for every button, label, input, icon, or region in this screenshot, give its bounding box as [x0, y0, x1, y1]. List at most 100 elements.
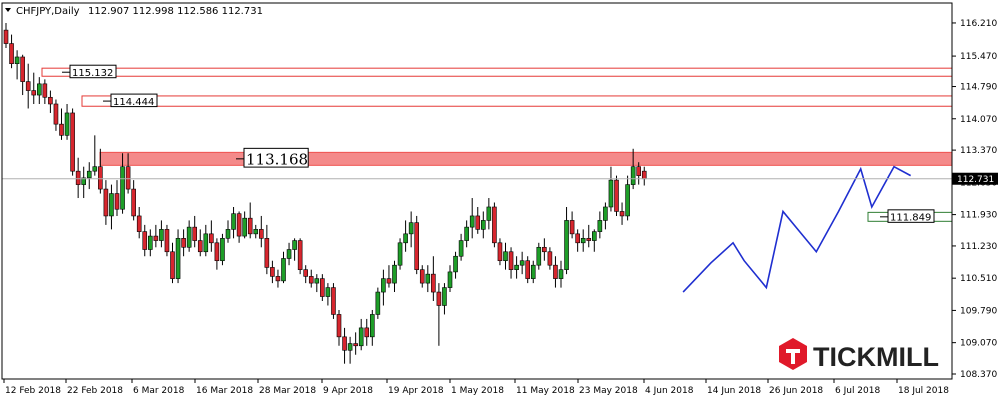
candle-body: [275, 276, 281, 282]
candle-body: [525, 260, 531, 279]
candle-body: [336, 314, 342, 338]
candle-body: [475, 215, 481, 230]
candle-body: [253, 229, 259, 235]
candle-body: [414, 222, 420, 270]
candle-body: [392, 264, 397, 284]
candlesticks: [3, 22, 647, 364]
candle-body: [480, 220, 486, 230]
candle-body: [586, 238, 592, 241]
candle-body: [630, 166, 636, 185]
candle-body: [608, 179, 614, 208]
level-label-box-0: [69, 64, 117, 79]
candle-body: [342, 336, 347, 351]
candle-body: [281, 258, 286, 282]
candle-body: [591, 231, 597, 241]
current-price-badge: [952, 172, 998, 185]
x-axis: 12 Feb 2018 22 Feb 2018 6 Mar 2018 16 Mar 2…: [3, 379, 949, 396]
candle-body: [292, 240, 297, 250]
candle-body: [247, 217, 253, 235]
candle-body: [347, 343, 353, 351]
candle-body: [86, 170, 92, 179]
x-tick-label: 19 Apr 2018: [388, 386, 444, 396]
candle-body: [181, 238, 186, 248]
level-label-0: 115.132: [72, 68, 113, 79]
candle-body: [114, 193, 120, 210]
candle-body: [197, 240, 203, 253]
candle-body: [142, 231, 148, 250]
candle-body: [220, 238, 225, 262]
candle-body: [214, 242, 220, 262]
y-tick-label: 113.370: [960, 146, 997, 156]
candle-body: [381, 278, 386, 293]
level-label-box-2: [243, 147, 309, 168]
x-tick-label: 6 Jul 2018: [835, 386, 880, 396]
y-tick-label: 111.930: [960, 211, 997, 221]
zigzag-line: [682, 165, 912, 293]
x-tick-label: 1 May 2018: [451, 386, 504, 396]
level-zone-1: [81, 95, 953, 107]
candle-body: [175, 238, 181, 279]
x-tick-label: 9 Apr 2018: [323, 386, 373, 396]
candle-body: [109, 193, 114, 217]
candle-body: [492, 206, 497, 244]
candle-body: [20, 56, 25, 82]
tickmill-logo: TICKMILL: [779, 338, 939, 372]
x-tick-label: 4 Jun 2018: [645, 386, 694, 396]
y-tick-label: 110.510: [960, 274, 997, 284]
candle-body: [231, 213, 236, 230]
dropdown-triangle-icon[interactable]: [5, 8, 11, 12]
candle-body: [31, 90, 37, 96]
candle-body: [270, 267, 275, 277]
candle-body: [369, 314, 375, 338]
candle-body: [320, 278, 325, 297]
candle-body: [431, 273, 436, 293]
y-tick-label: 114.790: [960, 83, 997, 93]
candle-body: [419, 269, 425, 284]
candle-body: [542, 246, 547, 253]
candle-body: [636, 166, 642, 176]
candle-body: [358, 327, 364, 347]
candle-body: [42, 83, 48, 98]
candle-body: [264, 238, 270, 268]
candle-body: [408, 222, 414, 235]
candle-body: [564, 220, 569, 270]
candle-body: [75, 170, 81, 185]
candle-body: [364, 327, 370, 338]
x-tick-label: 12 Feb 2018: [5, 386, 61, 396]
level-label-2: 113.168: [246, 151, 308, 169]
candle-body: [625, 184, 630, 217]
candle-body: [98, 166, 103, 190]
candle-body: [70, 112, 75, 172]
candle-body: [59, 123, 64, 136]
candle-body: [14, 56, 20, 65]
candle-body: [125, 166, 131, 190]
tickmill-mark-icon: [786, 349, 800, 364]
x-tick-label: 28 Mar 2018: [259, 386, 316, 396]
candle-body: [397, 242, 403, 266]
candle-body: [464, 226, 469, 241]
x-tick-label: 14 Jun 2018: [707, 386, 761, 396]
level-label-box-1: [110, 93, 158, 108]
candle-body: [92, 166, 98, 172]
level-label-3: 111.849: [890, 213, 931, 224]
candle-body: [209, 233, 214, 244]
candle-body: [170, 251, 175, 279]
candle-body: [164, 229, 170, 253]
candle-body: [242, 217, 247, 237]
level-zone-0: [41, 67, 953, 77]
candle-body: [614, 179, 619, 212]
candle-body: [453, 255, 458, 273]
candle-body: [53, 103, 59, 125]
x-tick-label: 6 Mar 2018: [133, 386, 185, 396]
x-tick-label: 22 Feb 2018: [67, 386, 123, 396]
candle-body: [64, 112, 70, 136]
x-tick-label: 16 Mar 2018: [196, 386, 253, 396]
candle-body: [303, 269, 309, 277]
candle-body: [131, 188, 136, 217]
candle-body: [536, 246, 542, 266]
candle-body: [136, 215, 142, 232]
candle-body: [603, 206, 608, 221]
level-label-box-3: [887, 209, 935, 223]
candle-body: [159, 229, 164, 241]
